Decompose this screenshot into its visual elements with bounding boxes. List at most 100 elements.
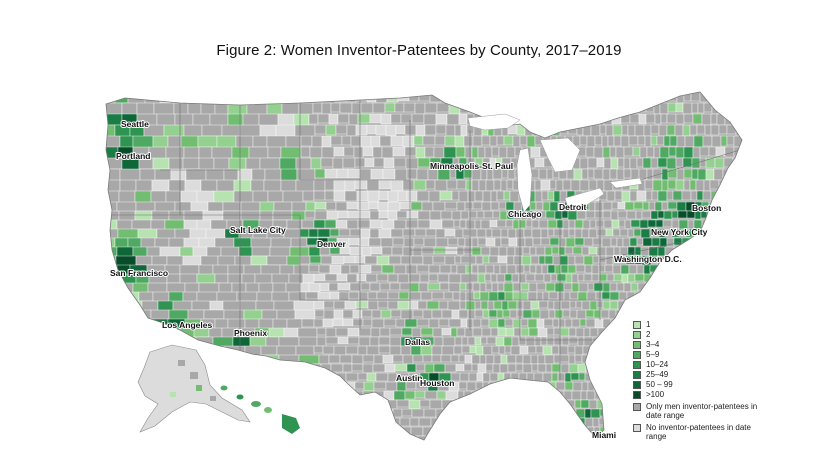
county-cell [212,336,234,352]
county-cell [524,124,534,137]
county-cell [106,179,121,193]
county-cell [508,408,516,417]
county-cell [721,219,729,228]
county-cell [582,219,591,230]
county-cell [408,291,422,301]
county-cell [456,179,467,190]
county-cell [453,417,464,426]
county-cell [580,399,590,409]
county-cell [733,300,742,310]
county-cell [581,300,591,311]
county-cell [520,327,530,337]
county-cell [611,113,622,125]
county-cell [594,210,604,219]
county-cell [574,237,585,246]
county-cell [384,435,398,440]
county-cell [452,399,463,409]
county-cell [562,219,570,230]
county-cell [583,327,591,338]
county-cell [592,417,600,428]
county-cell [343,255,356,264]
county-cell [536,291,544,302]
county-cell [347,168,361,179]
county-cell [642,237,653,247]
county-cell [549,399,560,410]
county-cell [587,157,598,169]
county-cell [741,113,742,126]
county-cell [708,146,717,157]
city-label: Los Angeles [162,320,212,330]
county-cell [609,300,619,310]
county-cell [527,318,538,329]
county-cell [240,363,258,379]
county-cell [369,228,380,239]
county-cell [414,102,426,115]
county-cell [458,309,469,319]
county-cell [311,92,324,102]
county-cell [531,309,541,319]
county-cell [357,345,368,356]
county-cell [576,435,587,440]
county-cell [696,300,705,311]
county-cell [474,190,484,202]
county-cell [132,246,148,258]
county-cell [577,291,588,302]
county-cell [562,179,572,191]
county-cell [482,190,492,203]
county-cell [436,390,447,400]
county-cell [632,146,641,157]
county-cell [489,135,498,147]
county-cell [725,273,735,283]
county-cell [715,309,723,318]
county-cell [397,190,408,202]
county-cell [585,210,596,219]
county-cell [362,363,374,374]
county-cell [379,327,391,337]
county-cell [538,255,546,265]
county-cell [322,92,336,102]
county-cell [489,246,500,257]
county-cell [322,345,335,355]
county-cell [119,336,134,348]
county-cell [522,300,532,311]
county-cell [621,273,629,284]
county-cell [567,255,576,266]
county-cell [491,282,499,293]
county-cell [734,190,742,202]
county-cell [736,237,742,247]
county-cell [571,282,580,293]
county-cell [719,300,729,311]
county-cell [424,146,435,158]
county-cell [138,291,154,302]
county-cell [554,282,565,293]
county-cell [662,219,673,228]
county-cell [609,291,620,301]
county-cell [683,113,694,124]
county-cell [571,113,582,125]
county-cell [610,210,619,221]
county-cell [572,246,583,255]
county-cell [424,390,438,400]
county-cell [314,124,327,135]
county-cell [295,345,315,357]
county-cell [627,124,636,137]
county-cell [672,190,683,201]
county-cell [560,264,569,274]
county-cell [716,92,726,103]
county-cell [152,157,170,170]
county-cell [528,327,539,337]
county-cell [544,354,555,365]
county-cell [380,309,392,319]
county-cell [321,146,335,159]
county-cell [150,309,170,321]
county-cell [711,135,722,148]
county-cell [433,246,447,255]
county-cell [498,345,506,355]
county-cell [425,228,437,237]
county-cell [683,92,692,102]
county-cell [731,102,740,113]
county-cell [718,124,728,135]
legend-label: 25–49 [646,370,669,379]
county-cell [219,435,241,440]
county-cell [342,157,356,169]
